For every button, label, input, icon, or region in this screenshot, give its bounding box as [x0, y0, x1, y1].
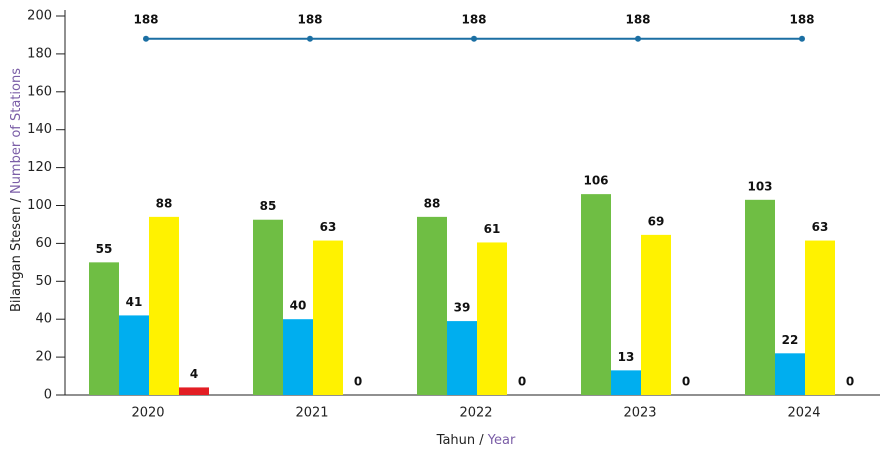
line-point	[307, 35, 313, 42]
bar	[283, 319, 313, 395]
data-label: 69	[648, 214, 665, 228]
line-point	[471, 35, 477, 42]
bar	[805, 240, 835, 395]
x-tick-label: 2022	[459, 406, 492, 421]
bar	[417, 216, 447, 395]
y-tick-label: 140	[27, 122, 52, 137]
x-tick-label: 2023	[623, 406, 656, 421]
line-point	[143, 35, 149, 42]
data-label: 61	[484, 222, 501, 236]
y-label-part: Number of Stations	[9, 68, 24, 194]
bar	[641, 234, 671, 395]
y-axis-label: Bilangan Stesen / Number of Stations	[9, 68, 24, 312]
data-label: 0	[682, 375, 690, 389]
data-label: 188	[297, 13, 322, 27]
x-label-part: Tahun /	[436, 433, 485, 448]
y-tick-label: 100	[27, 198, 52, 213]
data-label: 55	[96, 242, 113, 256]
y-tick-label: 160	[27, 84, 52, 99]
data-label: 188	[789, 13, 814, 27]
y-tick-label: 60	[35, 236, 52, 251]
y-tick-label: 200	[27, 9, 52, 24]
bar	[89, 262, 119, 395]
data-label: 0	[354, 375, 362, 389]
bar	[745, 199, 775, 395]
data-label: 103	[747, 179, 772, 193]
y-tick-label: 20	[35, 350, 52, 365]
y-tick-label: 0	[44, 388, 52, 403]
data-label: 63	[320, 220, 337, 234]
x-tick-label: 2024	[787, 406, 820, 421]
bar	[313, 240, 343, 395]
data-label: 13	[618, 350, 635, 364]
bar	[611, 370, 641, 395]
line-point	[799, 35, 805, 42]
data-label: 39	[454, 301, 471, 315]
data-label: 0	[846, 375, 854, 389]
data-label: 188	[461, 13, 486, 27]
y-tick-label: 120	[27, 160, 52, 175]
x-tick-label: 2021	[295, 406, 328, 421]
bar	[477, 242, 507, 395]
data-label: 0	[518, 375, 526, 389]
line-point	[635, 35, 641, 42]
bar	[775, 353, 805, 395]
data-label: 85	[260, 199, 277, 213]
data-label: 88	[156, 196, 173, 210]
data-label: 188	[625, 13, 650, 27]
data-label: 22	[782, 333, 799, 347]
y-tick-label: 50	[35, 274, 52, 289]
data-label: 40	[290, 299, 307, 313]
bar	[179, 387, 209, 395]
x-label-part: Year	[487, 433, 516, 448]
data-label: 88	[424, 196, 441, 210]
data-label: 106	[583, 174, 608, 188]
y-tick-label: 40	[35, 312, 52, 327]
data-label: 41	[126, 295, 143, 309]
y-tick-label: 180	[27, 46, 52, 61]
bar	[149, 216, 179, 395]
y-label-part: Bilangan Stesen /	[9, 198, 24, 312]
bar	[447, 321, 477, 395]
data-label: 188	[133, 13, 158, 27]
bar	[581, 194, 611, 395]
data-label: 63	[812, 220, 829, 234]
bar	[253, 219, 283, 395]
x-axis-label: Tahun / Year	[436, 433, 516, 448]
bar	[119, 315, 149, 395]
data-label: 4	[190, 367, 198, 381]
x-tick-label: 2020	[131, 406, 164, 421]
